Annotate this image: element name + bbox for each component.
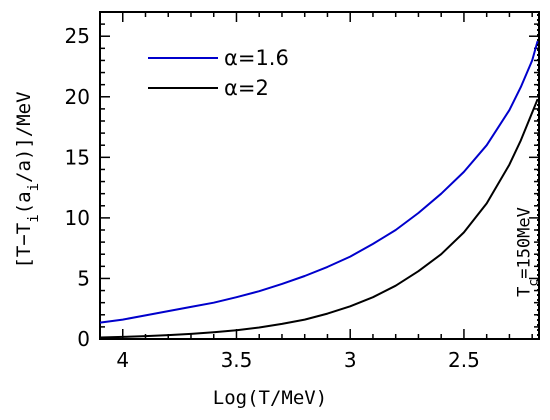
legend: α=1.6 α=2 bbox=[148, 46, 289, 100]
x-tick-label: 3 bbox=[344, 348, 357, 372]
y-tick-label: 20 bbox=[65, 85, 90, 109]
series-line-1 bbox=[99, 98, 539, 339]
x-tick-label: 2.5 bbox=[448, 348, 480, 372]
x-axis-title: Log(T/MeV) bbox=[213, 387, 327, 409]
y-tick-label: 10 bbox=[65, 206, 90, 230]
legend-label: α=1.6 bbox=[224, 46, 289, 70]
series-line-0 bbox=[99, 40, 539, 324]
series-layer bbox=[99, 40, 539, 339]
x-tick-label: 3.5 bbox=[221, 348, 253, 372]
x-tick-label: 4 bbox=[116, 348, 129, 372]
axis-ticks bbox=[99, 11, 539, 340]
y-tick-labels: 0 5 10 15 20 25 bbox=[65, 24, 90, 351]
y-axis-title: [T−Ti(ai/a)]/MeV bbox=[13, 91, 42, 268]
plot-frame bbox=[99, 11, 540, 340]
y-tick-label: 25 bbox=[65, 24, 90, 48]
critical-temperature-label: Tc=150MeV bbox=[515, 207, 542, 297]
y-tick-label: 0 bbox=[77, 327, 90, 351]
x-tick-labels: 4 3.5 3 2.5 bbox=[116, 348, 479, 372]
legend-label: α=2 bbox=[224, 76, 269, 100]
y-tick-label: 5 bbox=[77, 266, 90, 290]
y-tick-label: 15 bbox=[65, 145, 90, 169]
